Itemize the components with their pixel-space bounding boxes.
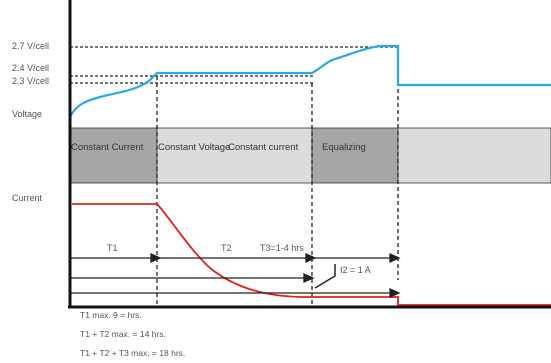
band-rest bbox=[397, 127, 551, 184]
timing-label-t1: T1 bbox=[107, 243, 118, 253]
arrow-row2-head bbox=[303, 272, 315, 284]
i2-pointer bbox=[314, 264, 336, 289]
arrow-t1-head bbox=[150, 252, 162, 264]
label-2-3-v-cell: 2.3 V/cell bbox=[12, 76, 49, 86]
arrow-t2-head bbox=[305, 252, 317, 264]
arrow-row3-head bbox=[389, 287, 401, 299]
arrow-t3-head bbox=[389, 252, 401, 264]
band-constant-voltage bbox=[156, 127, 313, 184]
note-t1-t2-max: T1 + T2 max. = 14 hrs. bbox=[80, 329, 166, 339]
phase-label-constant-current: Constant Current bbox=[71, 142, 144, 153]
axes bbox=[68, 0, 551, 309]
voltage-axis-label: Voltage bbox=[12, 109, 42, 119]
note-t1-max: T1 max. 9 = hrs. bbox=[80, 310, 142, 320]
voltage-curve bbox=[69, 44, 551, 118]
current-axis-label: Current bbox=[12, 193, 43, 203]
band-equalizing bbox=[311, 127, 399, 184]
timing-label-i2: I2 = 1 A bbox=[340, 265, 371, 275]
band-constant-current bbox=[69, 127, 158, 184]
phase-label-constant-current-2: Constant current bbox=[228, 142, 299, 153]
timing-arrows bbox=[70, 252, 401, 299]
voltage-reference-lines bbox=[70, 46, 398, 84]
phase-label-constant-voltage: Constant Voltage bbox=[158, 142, 230, 153]
timing-label-t3: T3=1-4 hrs bbox=[260, 243, 304, 253]
current-curve bbox=[72, 203, 551, 306]
phase-label-equalizing: Equalizing bbox=[322, 142, 366, 153]
note-t1-t2-t3-max: T1 + T2 + T3 max. = 18 hrs. bbox=[80, 348, 185, 358]
label-2-4-v-cell: 2.4 V/cell bbox=[12, 63, 49, 73]
phase-bands bbox=[69, 127, 551, 184]
timing-label-t2: T2 bbox=[221, 243, 232, 253]
label-2-7-v-cell: 2.7 V/cell bbox=[12, 41, 49, 51]
